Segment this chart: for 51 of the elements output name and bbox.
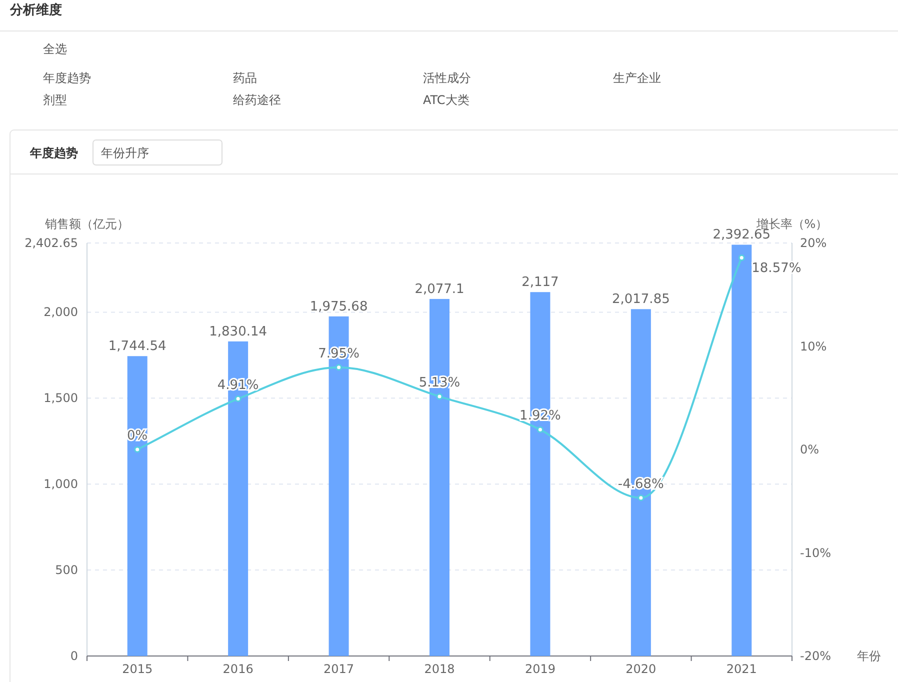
chart-title: 年度趋势: [29, 146, 78, 160]
point: [638, 494, 644, 502]
point: [234, 396, 242, 402]
x-tick-label: 2019: [524, 662, 556, 676]
text: 给药途径: [233, 93, 281, 107]
data-label: 1,744.54: [108, 339, 166, 354]
x-tick-label: 2017: [324, 662, 354, 676]
y2-tick-label: 20%: [800, 236, 827, 250]
x-axis-title: 年份: [857, 649, 881, 663]
y-tick-label: 1,000: [44, 477, 78, 492]
y-tick-label: 500: [55, 563, 78, 578]
data-label: 2,017.85: [612, 292, 670, 308]
x-tick-label: 2018: [424, 662, 455, 676]
point: [436, 393, 443, 400]
point: [336, 364, 342, 371]
data-label: 2,117: [522, 275, 559, 290]
text: 全选: [43, 42, 67, 56]
data-label: 4.91%: [217, 378, 259, 393]
text: 分析维度: [9, 2, 62, 18]
data-label: 1,830.14: [209, 324, 268, 340]
bar: [127, 356, 148, 656]
data-label: 7.95%: [318, 346, 360, 362]
text: 活性成分: [423, 71, 471, 85]
y-axis-title: 销售额（亿元）: [44, 217, 129, 231]
data-label: 18.57%: [752, 260, 802, 276]
y-tick-label: 2,000: [44, 305, 78, 320]
text: 剂型: [43, 93, 67, 107]
text: ATC大类: [423, 93, 470, 107]
data-label: 1,975.68: [310, 299, 368, 314]
y2-tick-label: -10%: [800, 546, 832, 560]
x-tick-label: 2016: [222, 662, 254, 676]
chart-subtitle: 年份升序: [101, 146, 149, 160]
x-tick-label: 2020: [626, 662, 656, 676]
bar: [732, 244, 752, 656]
x-tick-label: 2015: [122, 662, 153, 676]
data-label: 0%: [127, 428, 148, 444]
y2-tick-label: -20%: [800, 649, 832, 663]
y2-tick-label: 10%: [800, 339, 827, 354]
text: 年度趋势: [43, 71, 91, 85]
y2-tick-label: 0%: [800, 442, 820, 456]
point: [134, 446, 141, 453]
text: 药品: [233, 71, 257, 85]
y-tick-label: 2,402.65: [24, 236, 78, 250]
text: 生产企业: [613, 71, 661, 85]
data-label: 2,077.1: [414, 282, 464, 297]
y-tick-label: 1,500: [44, 391, 78, 406]
y-tick-label: 0: [70, 649, 78, 663]
point: [738, 254, 745, 262]
x-tick-label: 2021: [726, 662, 757, 676]
data-label: 5.13%: [418, 376, 460, 391]
point: [536, 426, 544, 433]
